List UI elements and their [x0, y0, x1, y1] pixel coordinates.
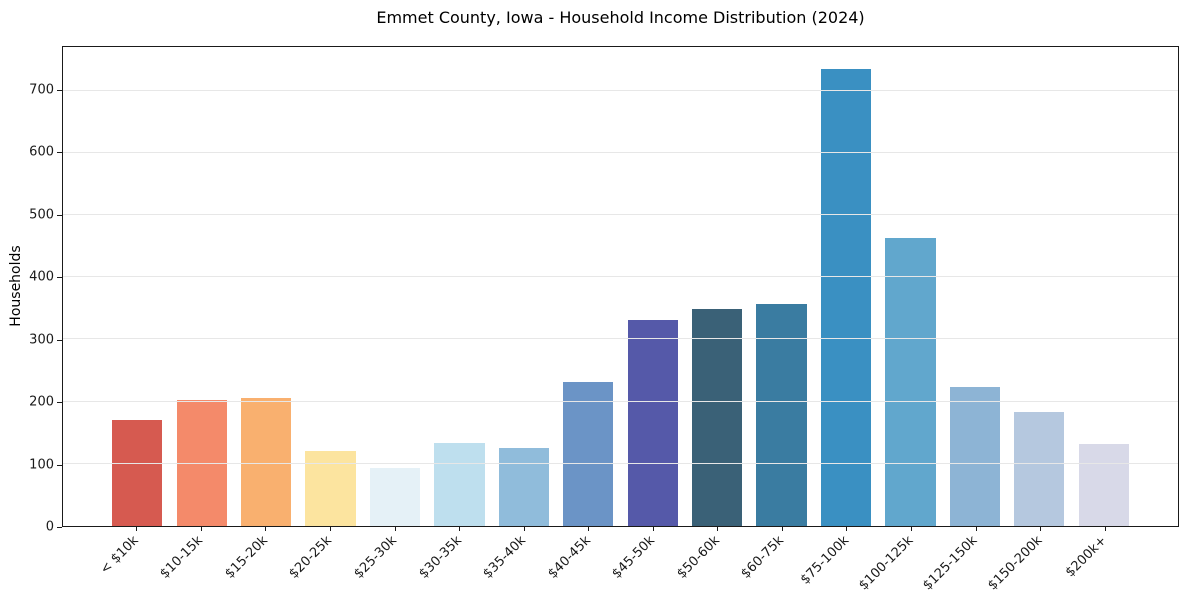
- x-tick-mark: [652, 527, 654, 531]
- x-tick-label: $30-35k: [415, 533, 465, 582]
- bar-$25-30k: [369, 467, 421, 526]
- x-tick-mark: [781, 527, 783, 531]
- bar-slot: [556, 47, 620, 526]
- y-tick-mark: [57, 277, 62, 279]
- x-tick-label: $20-25k: [286, 533, 336, 582]
- y-tick-label: 0: [45, 519, 54, 535]
- x-tick-label: $50-60k: [674, 533, 723, 582]
- bar-slot: [685, 47, 749, 526]
- y-tick-label: 700: [29, 82, 54, 98]
- y-tick-mark: [57, 402, 62, 404]
- y-tick-mark: [57, 89, 62, 91]
- x-tick-label: $40-45k: [545, 533, 594, 582]
- x-tick-label: $10-15k: [157, 533, 207, 582]
- y-tick-mark: [57, 527, 62, 528]
- bar-$50-60k: [692, 308, 743, 526]
- bar-slot: [749, 47, 813, 526]
- bar-$100-125k: [885, 237, 936, 526]
- bar-slot: [1072, 47, 1136, 526]
- bar-slot: [298, 47, 362, 526]
- x-tick-label: $25-30k: [351, 533, 400, 582]
- bar-$200k+: [1078, 443, 1129, 526]
- bar-series: [63, 47, 1178, 526]
- bar-slot: [878, 47, 942, 526]
- bar-$60-75k: [756, 303, 807, 526]
- bar-$35-40k: [498, 448, 549, 526]
- x-tick-label: $100-125k: [856, 533, 917, 590]
- x-tick-mark: [394, 527, 396, 531]
- x-tick-label: < $10k: [97, 533, 142, 578]
- bar-$15-20k: [240, 397, 292, 526]
- x-tick-mark: [200, 527, 202, 531]
- y-tick-label: 400: [29, 269, 54, 285]
- x-tick-label: $200k+: [1062, 533, 1111, 581]
- bar-slot: [943, 47, 1007, 526]
- bar-$150-200k: [1014, 411, 1065, 526]
- bar-$20-25k: [305, 451, 356, 526]
- x-tick-mark: [136, 527, 138, 531]
- bar-slot: [621, 47, 685, 526]
- x-tick-mark: [846, 527, 848, 531]
- y-tick-label: 200: [29, 394, 54, 410]
- x-tick-mark: [975, 527, 977, 531]
- x-tick-mark: [717, 527, 719, 531]
- x-tick-label: $15-20k: [222, 533, 271, 582]
- bar-slot: [105, 47, 169, 526]
- x-tick-mark: [1104, 527, 1106, 531]
- bar-$125-150k: [949, 386, 1001, 526]
- bar-slot: [814, 47, 878, 526]
- x-tick-mark: [1040, 527, 1042, 531]
- bar-slot: [492, 47, 556, 526]
- bar-$30-35k: [434, 443, 485, 526]
- bar-$45-50k: [627, 320, 678, 526]
- bar-slot: [363, 47, 427, 526]
- y-tick-mark: [57, 339, 62, 341]
- y-tick-label: 300: [29, 332, 54, 348]
- bar-< $10k: [112, 420, 163, 526]
- y-tick-label: 100: [29, 457, 54, 473]
- x-tick-label: $45-50k: [609, 533, 659, 582]
- x-tick-mark: [265, 527, 267, 531]
- bar-slot: [1007, 47, 1071, 526]
- bar-$40-45k: [563, 381, 614, 526]
- x-tick-label: $60-75k: [738, 533, 788, 582]
- x-tick-mark: [329, 527, 331, 531]
- x-tick-mark: [459, 527, 461, 531]
- x-tick-label: $125-150k: [920, 533, 981, 590]
- bar-slot: [427, 47, 491, 526]
- chart-title: Emmet County, Iowa - Household Income Di…: [376, 8, 865, 27]
- x-tick-mark: [523, 527, 525, 531]
- x-tick-label: $35-40k: [480, 533, 529, 582]
- y-tick-label: 500: [29, 207, 54, 223]
- plot-area: [62, 46, 1179, 527]
- y-tick-mark: [57, 152, 62, 154]
- bar-$75-100k: [820, 68, 872, 526]
- y-tick-label: 600: [29, 144, 54, 160]
- x-tick-label: $150-200k: [985, 533, 1046, 590]
- y-tick-mark: [57, 214, 62, 216]
- x-tick-label: $75-100k: [797, 533, 852, 588]
- x-tick-mark: [588, 527, 590, 531]
- x-tick-mark: [911, 527, 913, 531]
- y-tick-mark: [57, 464, 62, 466]
- bar-slot: [234, 47, 298, 526]
